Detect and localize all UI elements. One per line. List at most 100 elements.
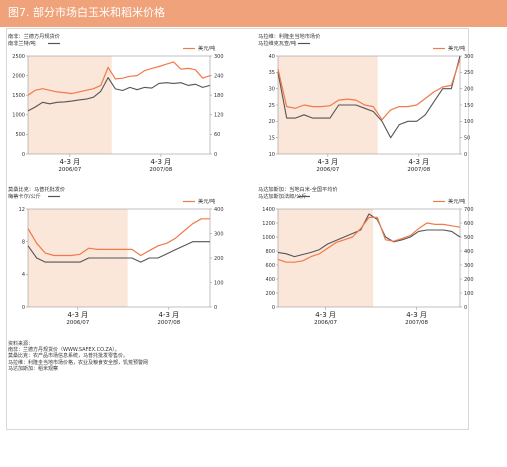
chart-title: 南非：兰德方丹规货价: [8, 32, 61, 40]
x-tick-sublabel: 2006/07: [66, 320, 89, 326]
left-tick-label: 0: [22, 152, 25, 158]
sources-note: 资料来源： 南非：兰德方丹规货价（WWW.SAFEX.CO.ZA）。 莫桑比克：…: [8, 341, 148, 372]
series-line-usd: [27, 218, 210, 257]
left-tick-label: 35: [269, 70, 275, 76]
right-tick-label: 250: [464, 70, 474, 76]
series-line-local-currency: [277, 55, 461, 139]
season-shade: [28, 56, 112, 154]
left-axis-label: 马拉维克瓦查/吨: [258, 39, 296, 47]
right-tick-label: 700: [464, 207, 474, 213]
left-tick-label: 1400: [262, 207, 275, 213]
right-tick-label: 100: [464, 291, 474, 297]
left-tick-label: 15: [269, 135, 275, 141]
right-tick-label: 400: [464, 249, 474, 255]
left-axis-label: 梅蒂卡尔/公斤: [8, 192, 41, 200]
x-tick-label: 4-3 月: [60, 158, 81, 166]
right-tick-label: 150: [464, 103, 474, 109]
right-tick-label: 0: [214, 305, 217, 311]
right-tick-label: 500: [464, 235, 474, 241]
x-tick-label: 4-3 月: [317, 158, 338, 166]
series-line-usd: [27, 61, 211, 96]
right-axis-label: 美元/吨: [448, 197, 465, 205]
x-tick-label: 4-3 月: [67, 311, 88, 319]
left-tick-label: 25: [269, 103, 275, 109]
left-tick-label: 20: [269, 119, 275, 125]
right-tick-label: 240: [214, 73, 224, 79]
right-tick-label: 0: [214, 152, 217, 158]
source-line-south-africa: 南非：兰德方丹规货价（WWW.SAFEX.CO.ZA）。: [8, 347, 120, 354]
left-tick-label: 200: [265, 291, 275, 297]
x-tick-label: 4-3 月: [151, 158, 172, 166]
source-line-malawi: 马拉维：利隆圭当地市场价格，农业及粮食安全部，饥荒预警网: [8, 359, 149, 366]
right-tick-label: 180: [214, 93, 224, 99]
right-tick-label: 600: [464, 221, 474, 227]
right-tick-label: 0: [464, 305, 467, 311]
x-tick-label: 4-3 月: [406, 311, 427, 319]
right-tick-label: 50: [464, 135, 470, 141]
x-tick-label: 4-3 月: [408, 158, 429, 166]
series-line-usd: [277, 216, 461, 263]
plot-border: [27, 55, 211, 155]
right-tick-label: 60: [214, 132, 220, 138]
sources-label: 资料来源：: [8, 341, 34, 347]
right-tick-label: 200: [464, 277, 474, 283]
x-tick-label: 4-3 月: [315, 311, 336, 319]
left-tick-label: 800: [265, 249, 275, 255]
series-line-local-currency: [27, 77, 211, 112]
left-tick-label: 2000: [12, 73, 25, 79]
x-tick-sublabel: 2007/08: [149, 167, 172, 173]
left-tick-label: 1500: [12, 93, 25, 99]
x-tick-sublabel: 2007/08: [407, 167, 430, 173]
x-tick-sublabel: 2007/08: [157, 320, 180, 326]
chart-title: 莫桑比克：马普托批发价: [8, 185, 66, 193]
left-tick-label: 40: [269, 54, 275, 60]
page-title: 图7. 部分市场白玉米和稻米价格: [8, 6, 165, 19]
left-tick-label: 0: [272, 305, 275, 311]
left-tick-label: 600: [265, 263, 275, 269]
right-axis-label: 美元/吨: [198, 44, 215, 52]
right-tick-label: 0: [464, 152, 467, 158]
right-tick-label: 100: [214, 280, 224, 286]
plot-border: [277, 208, 461, 308]
right-axis-label: 美元/吨: [198, 197, 215, 205]
x-tick-sublabel: 2007/08: [405, 320, 428, 326]
left-tick-label: 500: [15, 132, 25, 138]
right-tick-label: 100: [464, 119, 474, 125]
left-tick-label: 1000: [12, 113, 25, 119]
left-tick-label: 1000: [262, 235, 275, 241]
source-line-mozambique: 莫桑比克：农产品市场信息系统，马普托批发零售价。: [8, 353, 129, 360]
left-tick-label: 10: [269, 152, 275, 158]
left-tick-label: 8: [22, 239, 25, 245]
series-line-local-currency: [27, 241, 210, 263]
left-axis-label: 南非兰特/吨: [8, 39, 36, 47]
right-tick-label: 400: [214, 207, 224, 213]
chart-title: 马达加斯加：当地白米-全国平均价: [258, 185, 338, 193]
right-tick-label: 300: [214, 54, 224, 60]
series-line-usd: [277, 59, 461, 121]
right-tick-label: 300: [464, 54, 474, 60]
title-banner: 图7. 部分市场白玉米和稻米价格: [0, 0, 507, 27]
left-tick-label: 4: [22, 272, 25, 278]
left-tick-label: 0: [22, 305, 25, 311]
left-axis-label: 马达加斯加法郎/公斤: [258, 192, 306, 200]
right-axis-label: 美元/吨: [448, 44, 465, 52]
right-tick-label: 200: [214, 256, 224, 262]
season-shade: [278, 56, 378, 154]
x-tick-sublabel: 2006/07: [58, 167, 81, 173]
x-tick-sublabel: 2006/07: [314, 320, 337, 326]
left-tick-label: 2500: [12, 54, 25, 60]
series-line-local-currency: [277, 213, 461, 258]
left-tick-label: 400: [265, 277, 275, 283]
x-tick-sublabel: 2006/07: [316, 167, 339, 173]
right-tick-label: 300: [464, 263, 474, 269]
x-tick-label: 4-3 月: [158, 311, 179, 319]
source-line-madagascar: 马达加斯加：稻米观察: [8, 365, 59, 372]
right-tick-label: 300: [214, 231, 224, 237]
season-shade: [278, 209, 374, 307]
left-tick-label: 1200: [262, 221, 275, 227]
right-tick-label: 120: [214, 113, 224, 119]
